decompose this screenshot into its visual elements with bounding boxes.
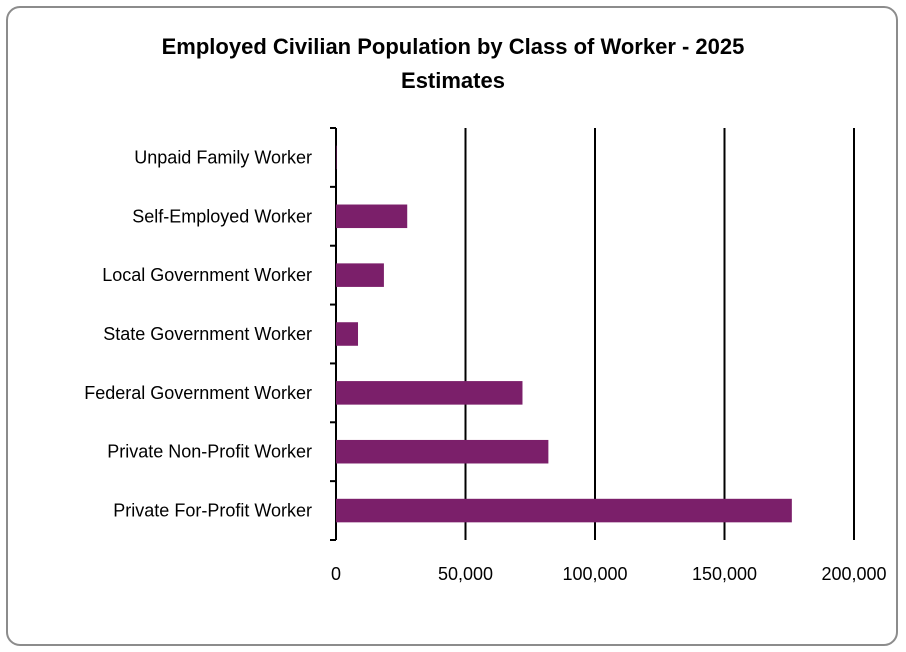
bar: [336, 498, 792, 523]
bar: [336, 439, 549, 464]
category-label: Private For-Profit Worker: [113, 501, 312, 521]
bar: [336, 145, 337, 170]
chart-title-line2: Estimates: [401, 68, 505, 93]
x-tick-label: 100,000: [562, 564, 627, 584]
x-tick-label: 50,000: [438, 564, 493, 584]
bar: [336, 381, 523, 405]
category-label: Self-Employed Worker: [132, 206, 312, 226]
category-label: Unpaid Family Worker: [134, 147, 312, 167]
category-label: State Government Worker: [103, 324, 312, 344]
category-label: Federal Government Worker: [84, 383, 312, 403]
category-label: Private Non-Profit Worker: [107, 442, 312, 462]
chart-title: Employed Civilian Population by Class of…: [0, 30, 906, 98]
bar: [336, 204, 408, 229]
category-label: Local Government Worker: [102, 265, 312, 285]
bar: [336, 322, 359, 346]
bar: [336, 263, 384, 287]
chart-title-line1: Employed Civilian Population by Class of…: [161, 34, 745, 59]
x-tick-label: 150,000: [692, 564, 757, 584]
chart-frame: [6, 6, 898, 646]
x-tick-label: 0: [331, 564, 341, 584]
x-tick-label: 200,000: [821, 564, 886, 584]
